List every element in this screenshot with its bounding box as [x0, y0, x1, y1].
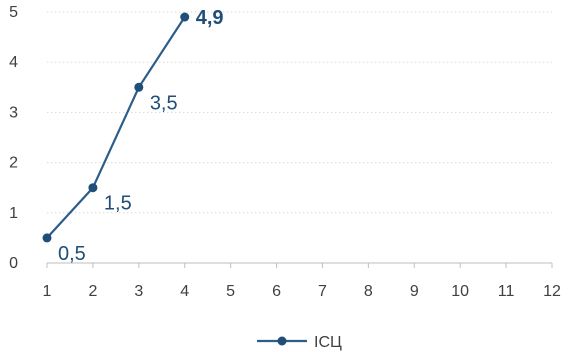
data-point-marker: [134, 82, 144, 92]
gridlines: [47, 11, 552, 214]
data-label: 3,5: [150, 92, 178, 114]
data-label: 0,5: [58, 243, 86, 265]
y-tick-label: 3: [9, 104, 18, 121]
data-label: 1,5: [104, 193, 132, 215]
series-line: [46, 16, 186, 239]
data-labels: 0,5 1,5 3,5 4,9: [58, 7, 224, 265]
legend: ІСЦ: [257, 334, 342, 351]
x-tick-label: 12: [543, 283, 561, 300]
y-tick-label: 1: [9, 205, 18, 222]
data-point-marker: [42, 233, 52, 243]
x-tick-label: 11: [498, 283, 515, 300]
x-tick-label: 4: [180, 283, 189, 300]
x-tick-label: 1: [43, 283, 52, 300]
series-layer: [42, 12, 190, 243]
x-tick-label: 7: [318, 283, 327, 300]
x-tick-label: 9: [410, 283, 419, 300]
data-label: 4,9: [196, 7, 224, 29]
y-tick-label: 2: [9, 155, 18, 172]
x-tick-label: 2: [88, 283, 97, 300]
legend-swatch-marker: [277, 336, 287, 346]
y-tick-label: 0: [9, 255, 18, 272]
x-tick-label: 5: [226, 283, 235, 300]
y-tick-label: 4: [9, 54, 18, 71]
y-tick-label: 5: [9, 4, 18, 21]
x-tick-label: 8: [364, 283, 373, 300]
x-tick-label: 10: [451, 283, 469, 300]
x-tick-label: 3: [134, 283, 143, 300]
legend-label: ІСЦ: [314, 334, 342, 351]
x-tick-label: 6: [272, 283, 281, 300]
data-point-marker: [180, 12, 190, 22]
data-point-marker: [88, 183, 98, 193]
